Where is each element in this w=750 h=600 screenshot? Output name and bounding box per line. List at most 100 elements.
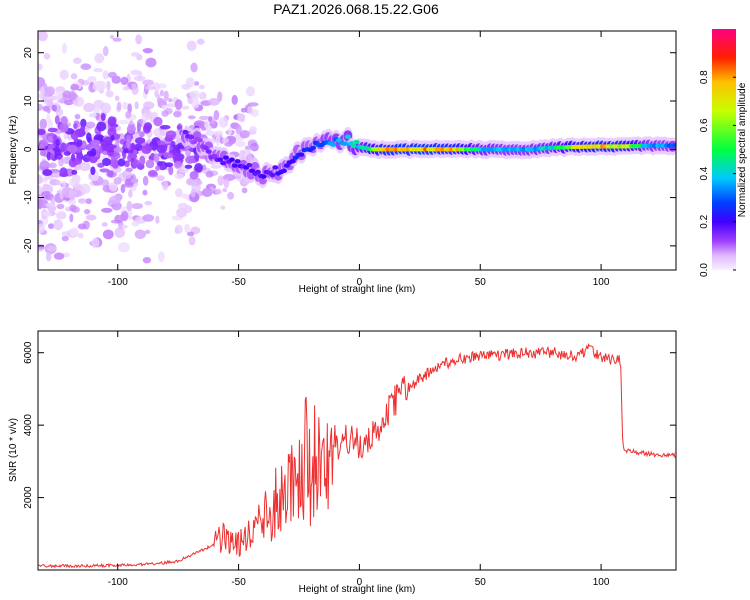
spectrogram-noise-blob: [201, 187, 213, 197]
spectrogram-noise-blob: [101, 207, 113, 213]
ridge-core: [205, 149, 212, 154]
spectrogram-core-blob: [103, 136, 113, 145]
spectrogram-noise-blob: [214, 188, 222, 195]
spectrogram-noise-blob: [47, 119, 54, 130]
spectrogram-noise-blob: [102, 229, 114, 240]
spectrogram-noise-blob: [55, 180, 62, 186]
spectrogram-noise-blob: [166, 103, 178, 108]
spectrogram-core-blob: [157, 161, 168, 171]
spectrogram-noise-blob: [63, 99, 74, 106]
spectrogram-noise-blob: [235, 140, 246, 147]
spectrogram-core-blob: [71, 169, 78, 175]
spectrogram-core-blob: [164, 162, 174, 168]
spectrogram-xlabel: Height of straight line (km): [299, 284, 416, 295]
spectrogram-noise-blob: [61, 231, 73, 237]
ridge-core: [188, 134, 195, 140]
spectrogram-core-blob: [52, 134, 58, 141]
spectrogram-noise-blob: [91, 237, 100, 249]
spectrogram-noise-blob: [237, 113, 246, 123]
spectrogram-noise-blob: [38, 175, 43, 185]
spectrogram-noise-blob: [43, 53, 51, 60]
spectrogram-noise-blob: [222, 187, 228, 193]
spectrogram-core-blob: [46, 151, 52, 161]
spectrogram-noise-blob: [116, 101, 122, 111]
spectrogram-noise-blob: [67, 91, 77, 101]
spectrogram-core-blob: [90, 147, 97, 157]
spectrogram-noise-blob: [77, 198, 87, 204]
ridge-core: [260, 174, 267, 179]
spectrogram-noise-blob: [221, 137, 230, 144]
colorbar-tick-label: 0.6: [699, 118, 710, 132]
ridge-core: [234, 159, 241, 164]
spectrogram-noise-blob: [220, 205, 226, 210]
spectrogram-ylabel: Frequency (Hz): [8, 116, 19, 185]
spectrogram-noise-blob: [112, 37, 122, 42]
spectrogram-noise-blob: [106, 80, 111, 91]
snr-axes: -100 -50 0 50 100 2000 4000 6000: [23, 331, 676, 588]
spectrogram-noise-blob: [53, 252, 65, 260]
spectrogram-noise-blob: [87, 76, 97, 83]
spectrogram-core-blob: [66, 144, 78, 154]
spectrogram-noise-blob: [208, 97, 220, 106]
spectrogram-core-blob: [124, 160, 130, 168]
x-tick-label: -50: [231, 277, 246, 288]
colorbar: [712, 29, 736, 270]
spectrogram-noise-blob: [101, 222, 108, 227]
spectrogram-noise-blob: [145, 110, 153, 120]
spectrogram-noise-blob: [177, 202, 189, 210]
spectrogram-core-blob: [80, 124, 86, 132]
spectrogram-noise-blob: [46, 245, 57, 252]
spectrogram-noise-blob: [204, 125, 212, 132]
spectrogram-core-blob: [163, 152, 174, 159]
spectrogram-core-blob: [60, 115, 68, 125]
spectrogram-core-blob: [194, 162, 203, 173]
spectrogram-core-blob: [99, 168, 110, 173]
snr-series-line: [38, 342, 676, 569]
spectrogram-noise-blob: [83, 102, 95, 113]
spectrogram-noise-blob: [131, 202, 144, 210]
x-tick-label: 0: [357, 277, 363, 288]
spectrogram-core-blob: [47, 127, 58, 133]
spectrogram-noise-blob: [199, 91, 207, 100]
spectrogram-noise-blob: [200, 126, 207, 131]
spectrogram-noise-blob: [38, 31, 48, 42]
spectrogram-noise-blob: [120, 183, 126, 194]
spectrogram-core-blob: [172, 153, 182, 162]
spectrogram-noise-blob: [56, 203, 65, 210]
spectrogram-core-blob: [135, 137, 146, 145]
spectrogram-core-blob: [101, 145, 112, 152]
ridge-core: [353, 139, 360, 145]
y-tick-label: 4000: [23, 414, 34, 437]
spectrogram-core-blob: [145, 159, 155, 169]
spectrogram-noise-blob: [181, 193, 190, 199]
spectrogram-noise-blob: [126, 200, 133, 211]
spectrogram-noise-blob: [79, 183, 91, 194]
spectrogram-noise-blob: [155, 215, 160, 224]
snr-xlabel: Height of straight line (km): [299, 584, 416, 595]
spectrogram-noise-blob: [156, 175, 165, 182]
x-tick-label: 0: [357, 577, 363, 588]
spectrogram-noise-blob: [142, 79, 154, 86]
spectrogram-noise-blob: [190, 62, 198, 73]
spectrogram-noise-blob: [205, 170, 214, 178]
ridge-core: [283, 163, 290, 168]
spectrogram-noise-blob: [168, 98, 173, 103]
spectrogram-noise-blob: [94, 53, 105, 64]
spectrogram-noise-blob: [218, 116, 229, 128]
spectrogram-noise-blob: [38, 63, 43, 72]
spectrogram-noise-blob: [174, 99, 183, 110]
y-tick-label: -10: [23, 190, 34, 205]
spectrogram-core-blob: [90, 166, 96, 175]
spectrogram-noise-blob: [55, 211, 67, 220]
spectrogram-noise-blob: [213, 130, 224, 136]
spectrogram-noise-blob: [114, 227, 126, 238]
spectrogram-core-blob: [68, 158, 78, 168]
spectrogram-noise-blob: [85, 214, 97, 221]
spectrogram-noise-blob: [120, 210, 129, 222]
spectrogram-noise-blob: [74, 113, 81, 120]
spectrogram-noise-blob: [77, 223, 87, 230]
spectrogram-noise-blob: [144, 85, 157, 91]
spectrogram-noise-blob: [38, 184, 42, 195]
spectrogram-core-blob: [142, 124, 151, 134]
